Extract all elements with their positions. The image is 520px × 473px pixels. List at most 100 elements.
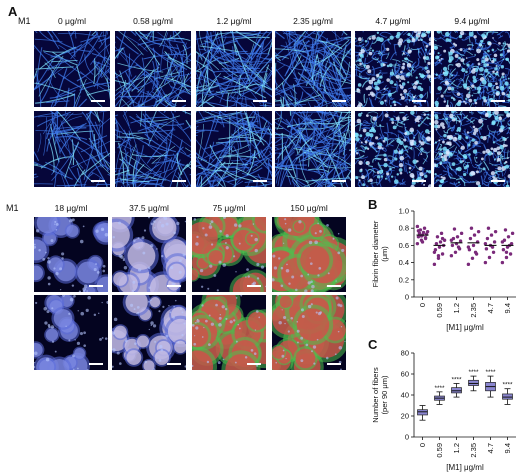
y-tick-label: 0.8 (399, 224, 409, 233)
top-concentration-label: 4.7 μg/ml (375, 16, 411, 26)
x-tick-label: 0.59 (435, 443, 444, 458)
y-axis-label: (per 90 μm) (380, 375, 389, 414)
aggregate-micrograph-tile (272, 295, 346, 370)
data-point (470, 256, 475, 260)
data-point (472, 233, 477, 237)
fibrin-micrograph-tile (196, 111, 272, 187)
x-tick-label: 4.7 (486, 443, 495, 453)
scale-bar (89, 363, 103, 365)
scale-bar (172, 100, 186, 102)
data-point (458, 239, 463, 243)
significance-marker: **** (468, 369, 479, 376)
scale-bar (172, 180, 186, 182)
scale-bar (332, 180, 346, 182)
y-tick-label: 40 (401, 391, 409, 400)
data-point (473, 250, 478, 254)
aggregate-micrograph-tile (272, 217, 346, 292)
data-point (467, 248, 472, 252)
y-tick-label: 0.4 (399, 258, 409, 267)
bottom-concentration-label: 37.5 μg/ml (129, 203, 169, 213)
data-point (432, 262, 437, 267)
scale-bar (253, 180, 267, 182)
scale-bar (247, 285, 261, 287)
y-axis-label: Number of fibers (371, 367, 380, 423)
data-point (492, 240, 497, 244)
box (502, 393, 513, 400)
data-point (434, 241, 439, 246)
y-tick-label: 0.2 (399, 275, 409, 284)
box (468, 379, 479, 386)
scale-bar (167, 285, 181, 287)
y-axis-label: (μm) (380, 246, 389, 262)
data-point (490, 245, 495, 249)
data-point (437, 245, 442, 249)
top-concentration-label: 0 μg/ml (57, 16, 87, 26)
data-point (416, 229, 421, 233)
panel-label-a: A (8, 4, 18, 19)
scale-bar (247, 363, 261, 365)
fibrin-micrograph-tile (34, 31, 110, 107)
data-point (436, 256, 441, 260)
scale-bar (91, 100, 105, 102)
data-point (491, 250, 496, 254)
data-point (468, 236, 473, 241)
data-point (425, 229, 430, 234)
data-point (432, 250, 437, 254)
data-point (438, 240, 443, 244)
data-point (508, 252, 513, 256)
fibrin-micrograph-tile (355, 111, 431, 187)
data-point (417, 231, 422, 236)
bottom-concentration-label: 18 μg/ml (54, 203, 88, 213)
data-point (476, 229, 481, 234)
x-tick-label: 2.35 (469, 443, 478, 458)
x-axis-label: [M1] μg/ml (446, 323, 484, 332)
scale-bar (491, 100, 505, 102)
data-point (455, 235, 460, 239)
x-tick-label: 0.59 (435, 303, 444, 318)
significance-marker: **** (434, 385, 445, 392)
fibrin-micrograph-tile (275, 31, 351, 107)
y-tick-label: 0 (405, 433, 409, 442)
fibrin-micrograph-tile (115, 31, 191, 107)
data-point (500, 240, 505, 244)
x-tick-label: 9.4 (503, 443, 512, 453)
data-point (503, 228, 508, 232)
bottom-concentration-label: 75 μg/ml (212, 203, 246, 213)
significance-marker: **** (502, 382, 513, 389)
x-tick-label: 9.4 (503, 303, 512, 313)
data-point (493, 229, 498, 234)
data-point (506, 235, 511, 239)
y-tick-label: 20 (401, 412, 409, 421)
aggregate-micrograph-tile (34, 295, 108, 370)
aggregate-micrograph-tile (192, 295, 266, 370)
scale-bar (91, 180, 105, 182)
data-point (453, 250, 458, 254)
data-point (415, 241, 420, 246)
data-point (433, 248, 438, 252)
y-tick-label: 1.0 (399, 207, 409, 216)
data-point (439, 231, 444, 236)
data-point (487, 255, 492, 260)
data-point (421, 230, 426, 235)
data-point (420, 240, 425, 244)
scale-bar (332, 100, 346, 102)
scale-bar (412, 180, 426, 182)
data-point (452, 227, 457, 231)
data-point (440, 236, 445, 241)
bottom-concentration-label: 150 μg/ml (290, 203, 328, 213)
top-concentration-label: 9.4 μg/ml (454, 16, 490, 26)
panel-label-b: B (368, 197, 378, 212)
data-point (483, 260, 488, 265)
x-tick-label: 2.35 (469, 303, 478, 318)
data-point (440, 252, 445, 256)
x-tick-label: 0 (418, 303, 427, 307)
data-point (466, 245, 471, 249)
y-tick-label: 60 (401, 370, 409, 379)
data-point (450, 243, 455, 248)
scale-bar (89, 285, 103, 287)
data-point (415, 224, 420, 229)
panel-label-c: C (368, 337, 378, 352)
fibrin-micrograph-tile (115, 111, 191, 187)
x-tick-label: 4.7 (486, 303, 495, 313)
data-point (485, 236, 490, 241)
